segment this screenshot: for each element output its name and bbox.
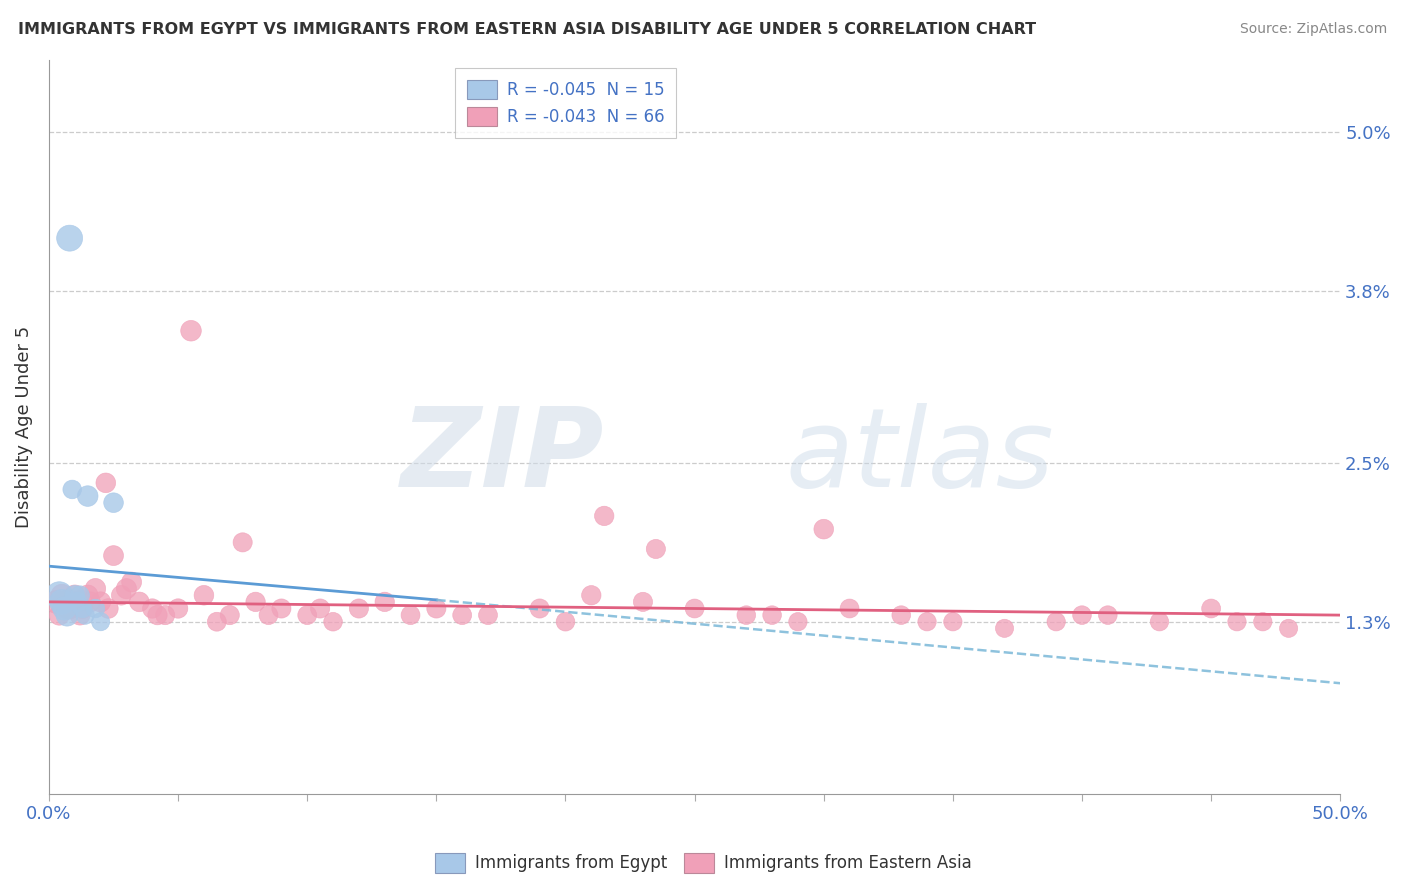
Text: IMMIGRANTS FROM EGYPT VS IMMIGRANTS FROM EASTERN ASIA DISABILITY AGE UNDER 5 COR: IMMIGRANTS FROM EGYPT VS IMMIGRANTS FROM… (18, 22, 1036, 37)
Point (1199, 601, 1222, 615)
Point (121, 575, 143, 590)
Point (84, 582, 107, 596)
Point (322, 615, 344, 629)
Point (631, 595, 654, 609)
Point (399, 608, 422, 623)
Point (103, 496, 125, 510)
Point (425, 601, 447, 615)
Point (993, 621, 1015, 635)
Point (59, 601, 82, 615)
Point (79, 595, 101, 609)
Point (1278, 621, 1301, 635)
Point (1251, 615, 1274, 629)
Point (72, 601, 94, 615)
Point (51, 595, 73, 609)
Point (1149, 615, 1171, 629)
Point (1226, 615, 1249, 629)
Point (59, 231, 82, 245)
Point (153, 608, 176, 623)
Point (45, 595, 67, 609)
Point (180, 324, 202, 338)
Legend: R = -0.045  N = 15, R = -0.043  N = 66: R = -0.045 N = 15, R = -0.043 N = 66 (456, 68, 676, 138)
Point (90, 595, 112, 609)
Point (76, 588, 98, 602)
Point (146, 608, 169, 623)
Point (84, 601, 107, 615)
Legend: Immigrants from Egypt, Immigrants from Eastern Asia: Immigrants from Egypt, Immigrants from E… (427, 847, 979, 880)
Point (205, 615, 228, 629)
Point (76, 489, 98, 503)
Point (72, 601, 94, 615)
Point (257, 608, 280, 623)
Point (94, 475, 117, 490)
Point (90, 615, 112, 629)
Point (374, 595, 396, 609)
Point (48, 588, 70, 602)
Point (115, 582, 138, 596)
Point (683, 601, 706, 615)
Point (60, 483, 83, 497)
Point (69, 588, 91, 602)
Point (103, 549, 125, 563)
Point (451, 608, 474, 623)
Point (529, 601, 551, 615)
Point (53, 595, 76, 609)
Point (48, 608, 70, 623)
Point (942, 615, 965, 629)
Point (128, 595, 150, 609)
Point (56, 608, 79, 623)
Point (761, 608, 783, 623)
Point (787, 615, 810, 629)
Point (141, 601, 163, 615)
Point (63, 588, 86, 602)
Y-axis label: Disability Age Under 5: Disability Age Under 5 (15, 326, 32, 528)
Point (477, 608, 499, 623)
Text: ZIP: ZIP (401, 402, 605, 509)
Point (813, 522, 835, 536)
Point (69, 608, 91, 623)
Point (51, 588, 73, 602)
Point (110, 588, 132, 602)
Point (1097, 608, 1119, 623)
Point (581, 588, 603, 602)
Point (309, 601, 332, 615)
Point (193, 588, 215, 602)
Point (644, 541, 666, 556)
Point (75, 608, 97, 623)
Point (838, 601, 860, 615)
Point (593, 508, 616, 523)
Point (232, 535, 254, 549)
Point (245, 595, 267, 609)
Point (56, 601, 79, 615)
Text: Source: ZipAtlas.com: Source: ZipAtlas.com (1240, 22, 1388, 37)
Point (66, 595, 89, 609)
Point (890, 608, 912, 623)
Point (97, 601, 120, 615)
Point (915, 615, 938, 629)
Point (167, 601, 190, 615)
Point (554, 615, 576, 629)
Point (63, 588, 86, 602)
Point (218, 608, 240, 623)
Point (297, 608, 319, 623)
Point (347, 601, 370, 615)
Point (270, 601, 292, 615)
Text: atlas: atlas (785, 402, 1053, 509)
Point (1071, 608, 1094, 623)
Point (53, 601, 76, 615)
Point (735, 608, 758, 623)
Point (1045, 615, 1067, 629)
Point (66, 595, 89, 609)
